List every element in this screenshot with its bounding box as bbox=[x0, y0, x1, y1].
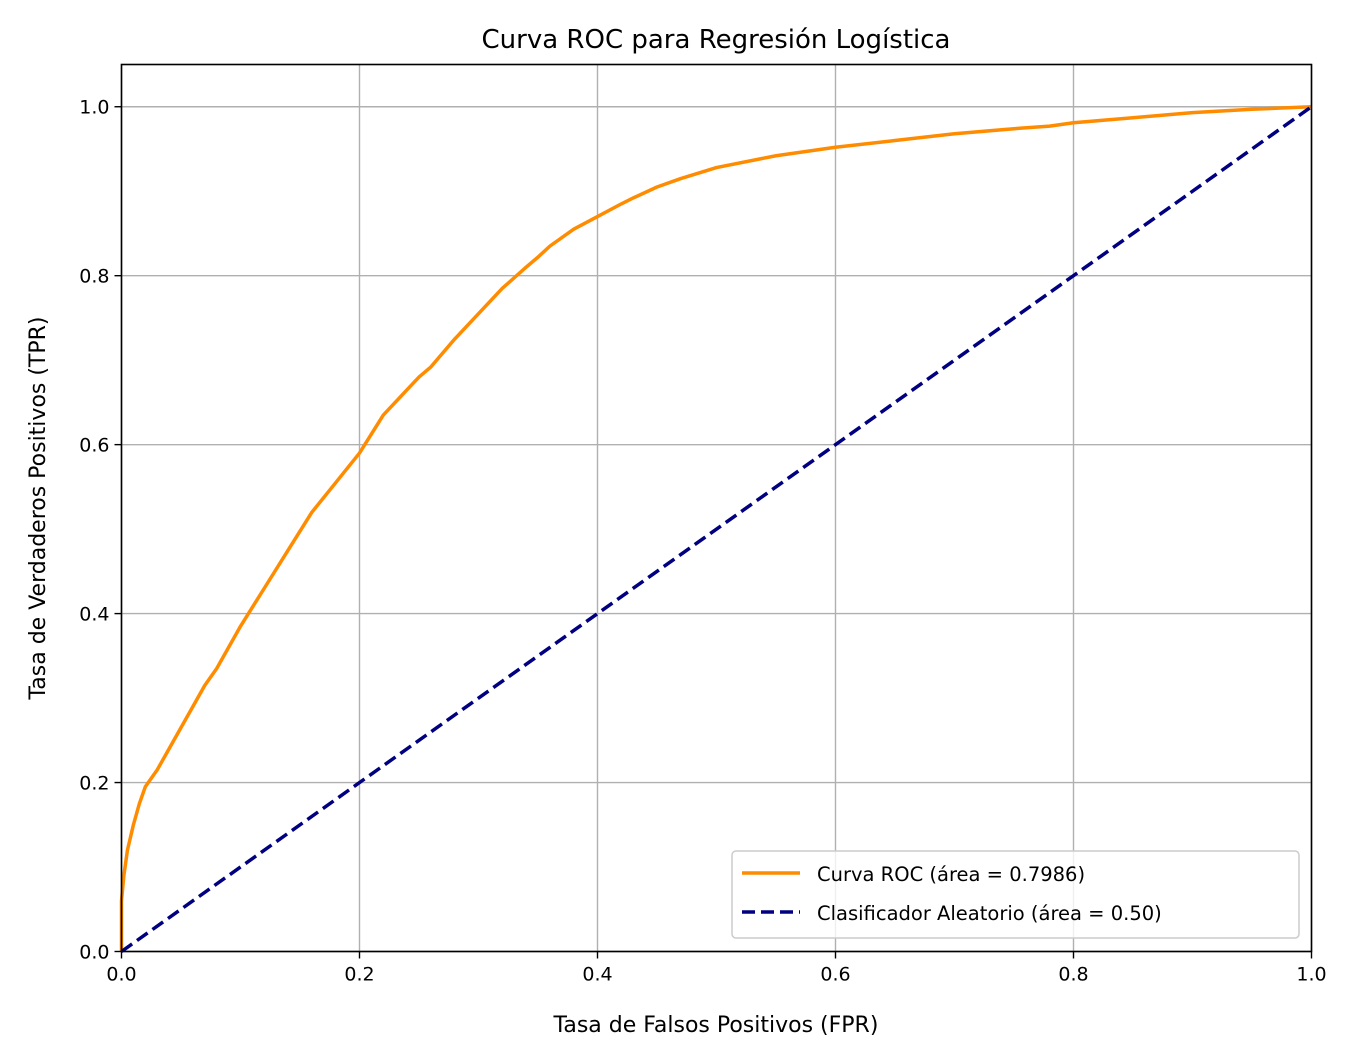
x-tick-label: 0.6 bbox=[820, 964, 850, 986]
roc-curve-line bbox=[119, 104, 1312, 952]
y-tick-label: 0.8 bbox=[79, 266, 109, 288]
x-tick-label: 0.0 bbox=[106, 964, 136, 986]
y-tick-label: 0.6 bbox=[79, 435, 109, 457]
grid-lines bbox=[120, 64, 1313, 953]
y-tick-label: 0.4 bbox=[79, 604, 109, 626]
y-tick-label: 1.0 bbox=[79, 97, 109, 119]
chart-title: Curva ROC para Regresión Logística bbox=[482, 25, 951, 55]
x-tick-label: 0.2 bbox=[344, 964, 374, 986]
legend-box bbox=[731, 850, 1300, 939]
y-tick-label: 0.0 bbox=[79, 942, 109, 964]
legend: Curva ROC (área = 0.7986) Clasificador A… bbox=[731, 850, 1300, 939]
legend-label-random: Clasificador Aleatorio (área = 0.50) bbox=[817, 902, 1162, 925]
x-tick-label: 0.4 bbox=[582, 964, 612, 986]
x-axis-label: Tasa de Falsos Positivos (FPR) bbox=[553, 1013, 879, 1038]
x-tick-label: 1.0 bbox=[1296, 964, 1326, 986]
y-tick-label: 0.2 bbox=[79, 773, 109, 795]
plot-area bbox=[119, 104, 1313, 953]
random-classifier-line bbox=[120, 105, 1313, 953]
legend-label-roc: Curva ROC (área = 0.7986) bbox=[817, 863, 1085, 886]
axis-ticks: 0.0 0.2 0.4 0.6 0.8 1.0 0.0 0.2 0.4 0.6 0.8 1.0 bbox=[79, 97, 1326, 986]
x-tick-label: 0.8 bbox=[1058, 964, 1088, 986]
y-axis-label: Tasa de Verdaderos Positivos (TPR) bbox=[26, 316, 51, 700]
axes-frame bbox=[120, 63, 1313, 953]
